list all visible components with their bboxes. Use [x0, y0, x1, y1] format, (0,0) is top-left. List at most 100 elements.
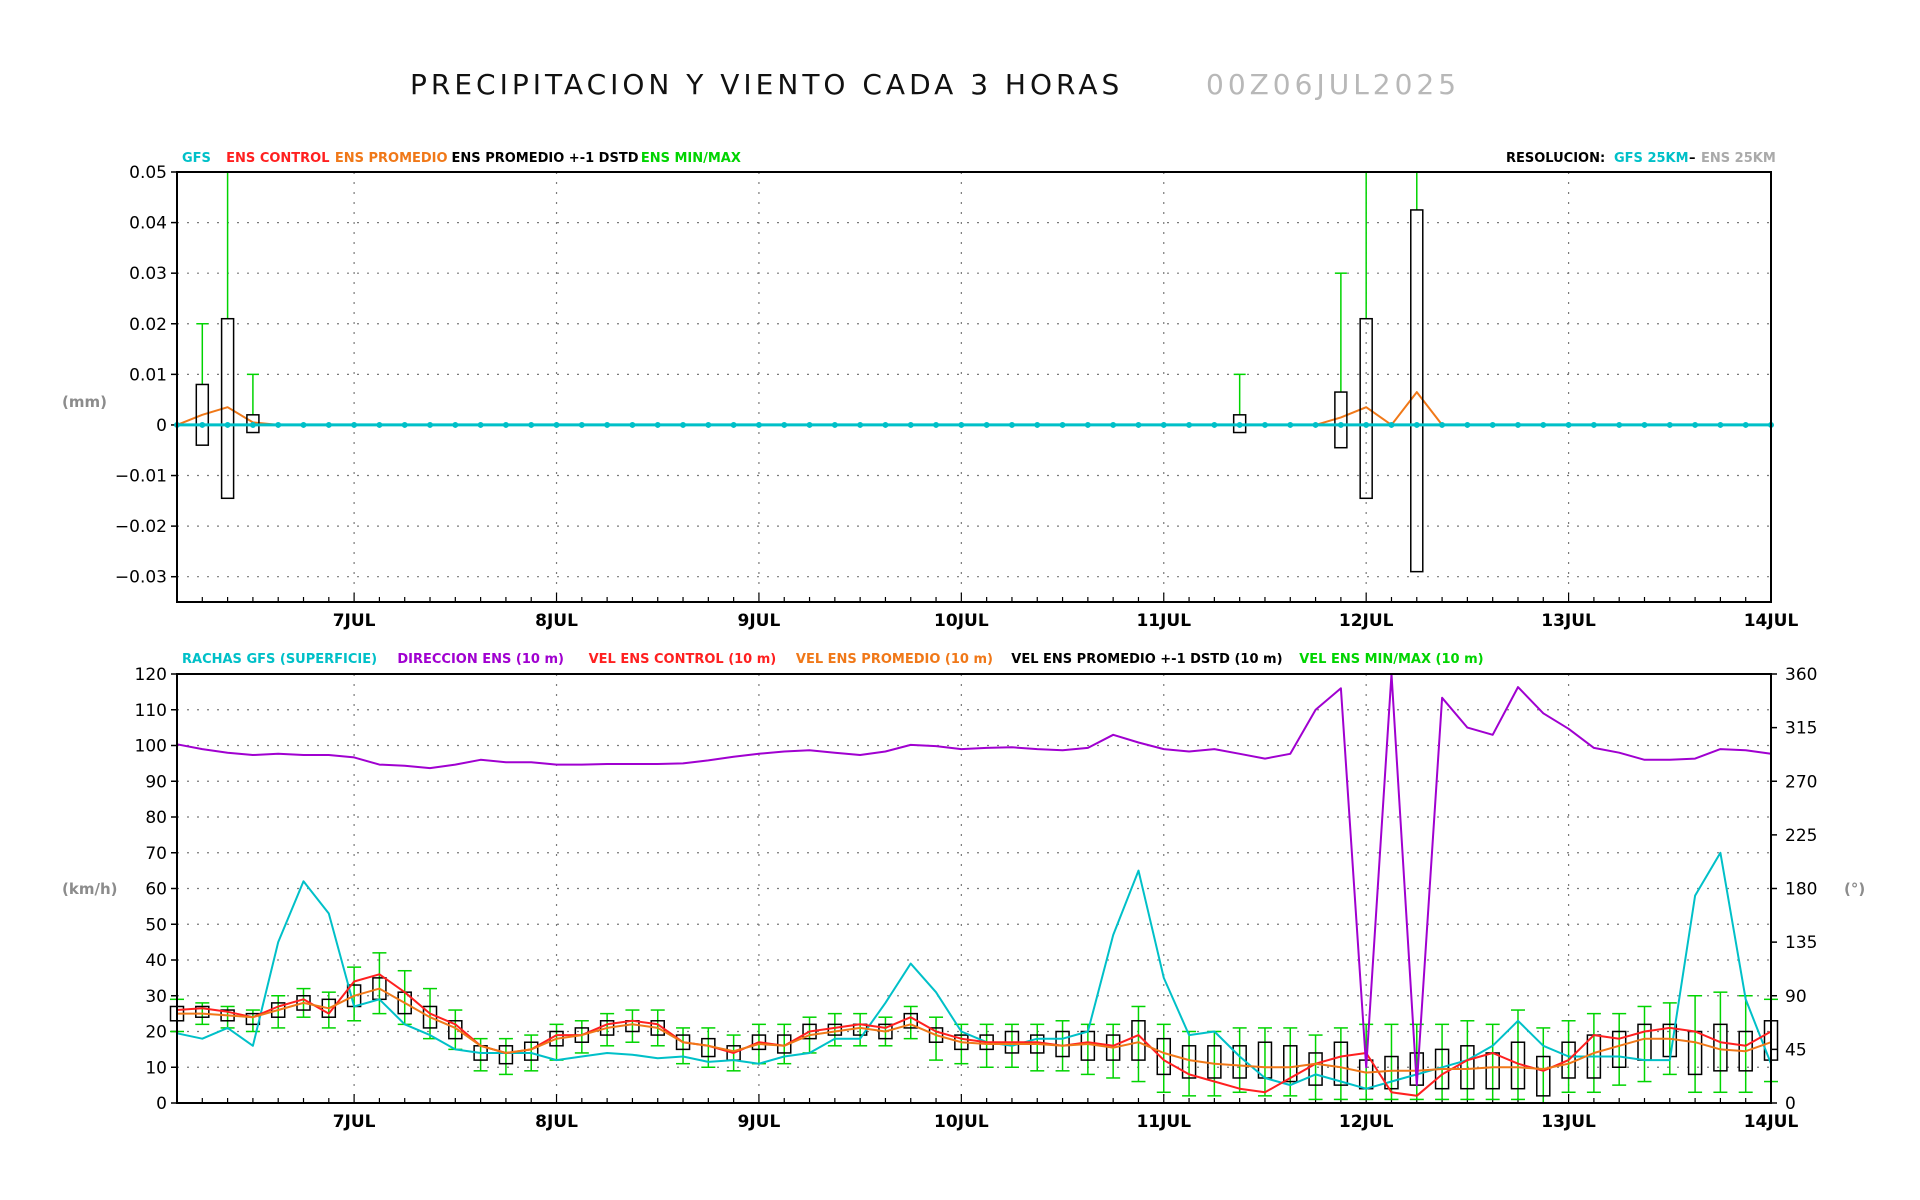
gfs-marker — [680, 421, 687, 428]
main-title: PRECIPITACION Y VIENTO CADA 3 HORAS — [410, 68, 1124, 101]
gfs-marker — [654, 421, 661, 428]
y-tick-label: 30 — [145, 987, 167, 1007]
y-tick-label: −0.01 — [115, 467, 167, 487]
gfs-marker — [1489, 421, 1496, 428]
dstd-box — [1334, 391, 1348, 449]
x-tick-label: 11JUL — [1136, 611, 1191, 631]
legend-item: RACHAS GFS (SUPERFICIE) — [182, 652, 377, 667]
dstd-box — [220, 317, 235, 500]
dstd-box — [1410, 209, 1424, 573]
gfs-marker — [1312, 421, 1319, 428]
gfs-marker — [857, 421, 864, 428]
dstd-box — [1359, 317, 1373, 500]
rachas-gfs-line — [176, 851, 1772, 1090]
dstd-box — [498, 1045, 514, 1065]
resolution-label: RESOLUCION: — [1506, 151, 1605, 166]
dstd-box — [1384, 1055, 1399, 1090]
gfs-marker — [629, 421, 636, 428]
y-tick-label: 80 — [145, 808, 167, 828]
gfs-marker — [1034, 421, 1041, 428]
y2-tick-label: 360 — [1785, 665, 1817, 685]
y-tick-label: 0 — [156, 1094, 167, 1114]
gfs-marker — [452, 421, 459, 428]
gfs-marker — [705, 421, 712, 428]
y2-tick-label: 270 — [1785, 772, 1817, 792]
precip-frame — [176, 171, 1772, 603]
y-tick-label: 70 — [145, 844, 167, 864]
x-tick-label: 12JUL — [1339, 611, 1394, 631]
wind-unit-label: (km/h) — [62, 880, 117, 898]
y2-tick-label: 315 — [1785, 719, 1817, 739]
resolution-gfs: GFS 25KM — [1614, 151, 1689, 166]
gfs-marker — [553, 421, 560, 428]
gfs-marker — [1641, 421, 1648, 428]
gfs-marker — [376, 421, 383, 428]
gfs-marker — [1287, 421, 1294, 428]
gfs-marker — [907, 421, 914, 428]
y-tick-label: 0.04 — [129, 214, 167, 234]
dstd-box — [1611, 1030, 1627, 1068]
legend-item: ENS CONTROL — [226, 151, 329, 166]
legend-item: VEL ENS PROMEDIO +-1 DSTD (10 m) — [1011, 652, 1282, 667]
vel-control-line — [176, 973, 1772, 1097]
x-tick-label: 9JUL — [738, 611, 781, 631]
gfs-marker — [578, 421, 585, 428]
x-tick-label: 13JUL — [1541, 611, 1596, 631]
x-tick-label: 7JUL — [333, 1112, 376, 1132]
y-tick-label: 20 — [145, 1023, 167, 1043]
gfs-marker — [1540, 421, 1547, 428]
dstd-box — [1333, 1041, 1349, 1086]
gfs-marker — [1261, 421, 1268, 428]
gfs-marker — [1008, 421, 1015, 428]
resolution-ens: ENS 25KM — [1701, 151, 1776, 166]
x-tick-label: 8JUL — [535, 611, 578, 631]
y-tick-label: 110 — [135, 701, 167, 721]
gfs-marker — [1692, 421, 1699, 428]
gfs-marker — [1110, 421, 1117, 428]
gfs-marker — [831, 421, 838, 428]
vel-promedio-line — [177, 987, 1772, 1074]
gfs-marker — [1464, 421, 1471, 428]
gfs-marker — [502, 421, 509, 428]
gfs-marker — [1337, 421, 1344, 428]
direction-unit-label: (°) — [1844, 880, 1865, 898]
gfs-marker — [1514, 421, 1521, 428]
x-tick-label: 8JUL — [535, 1112, 578, 1132]
precipitation-panel: 0.05 0.04 0.03 0.02 0.01 0 −0.01 −0.02 −0.03 7JUL… — [62, 151, 1798, 631]
gfs-marker — [351, 421, 358, 428]
legend-item: DIRECCION ENS (10 m) — [397, 652, 564, 667]
gfs-marker — [1666, 421, 1673, 428]
gfs-marker — [401, 421, 408, 428]
gfs-marker — [249, 421, 256, 428]
x-tick-label: 11JUL — [1136, 1112, 1191, 1132]
legend-item: ENS PROMEDIO — [335, 151, 448, 166]
gfs-marker — [781, 421, 788, 428]
y-tick-label: −0.03 — [115, 568, 167, 588]
gfs-marker — [477, 421, 484, 428]
x-tick-label: 14JUL — [1744, 1112, 1799, 1132]
y-tick-label: 0.05 — [129, 163, 167, 183]
y-tick-label: 90 — [145, 772, 167, 792]
y2-tick-label: 135 — [1785, 933, 1817, 953]
y-tick-label: 0.01 — [129, 365, 167, 385]
x-tick-label: 13JUL — [1541, 1112, 1596, 1132]
y2-tick-label: 180 — [1785, 880, 1817, 900]
gfs-marker — [882, 421, 889, 428]
gfs-marker — [1439, 421, 1446, 428]
y2-tick-label: 90 — [1785, 987, 1807, 1007]
gfs-marker — [1565, 421, 1572, 428]
gfs-marker — [1186, 421, 1193, 428]
y-tick-label: 40 — [145, 951, 167, 971]
y-tick-label: 100 — [135, 737, 167, 757]
dstd-box — [1536, 1055, 1551, 1097]
y-tick-label: 0.02 — [129, 315, 167, 335]
resolution-dash: – — [1689, 151, 1696, 166]
legend-item: VEL ENS PROMEDIO (10 m) — [796, 652, 993, 667]
y-tick-label: 60 — [145, 880, 167, 900]
gfs-marker — [1388, 421, 1395, 428]
precip-unit-label: (mm) — [62, 393, 107, 411]
gfs-marker — [1135, 421, 1142, 428]
gfs-marker — [1616, 421, 1623, 428]
